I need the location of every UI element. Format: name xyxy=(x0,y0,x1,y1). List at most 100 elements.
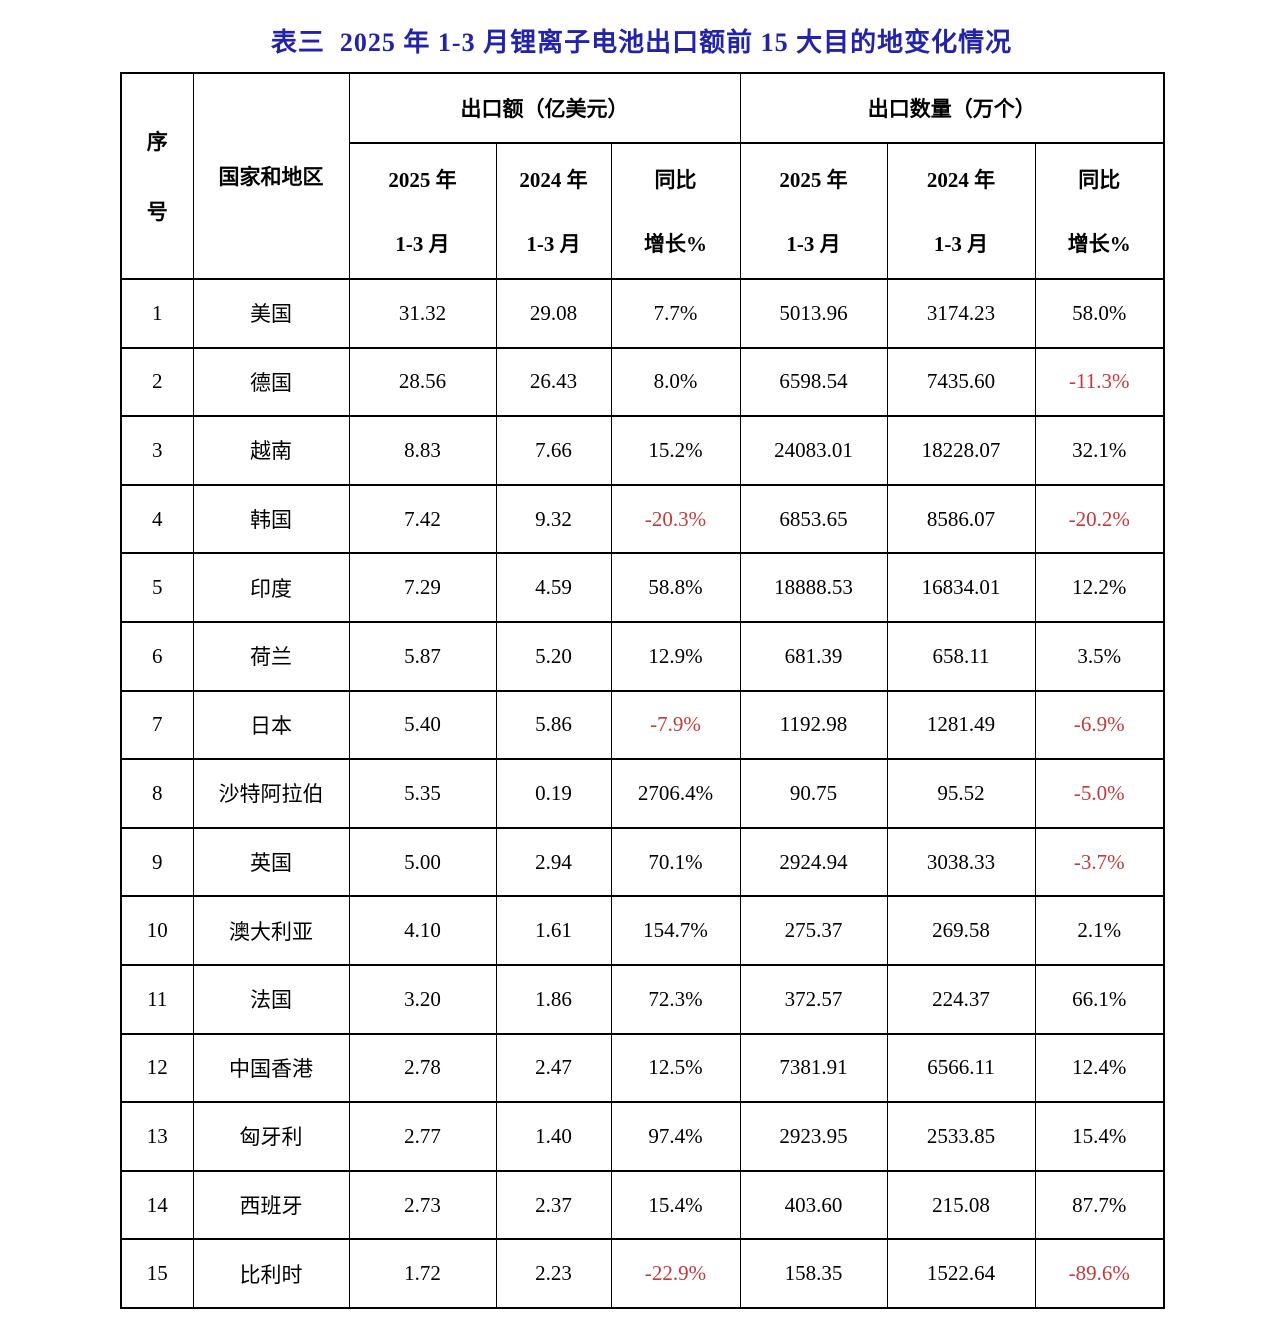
table-row: 6 荷兰 5.87 5.20 12.9% 681.39 658.11 3.5% xyxy=(120,620,1165,692)
export-value-yoy-cell: 154.7% xyxy=(610,895,741,966)
export-value-yoy-cell: 72.3% xyxy=(610,963,741,1035)
seq-cell: 11 xyxy=(120,963,194,1035)
seq-cell: 8 xyxy=(120,758,194,829)
export-value-2025-cell: 5.87 xyxy=(348,620,497,692)
seq-cell: 7 xyxy=(120,689,194,761)
export-value-2025-cell: 28.56 xyxy=(348,346,497,418)
table-row: 8 沙特阿拉伯 5.35 0.19 2706.4% 90.75 95.52 -5.0% xyxy=(120,758,1165,829)
export-qty-2025-cell: 275.37 xyxy=(739,895,888,966)
table-row: 9 英国 5.00 2.94 70.1% 2924.94 3038.33 -3.7% xyxy=(120,826,1165,898)
export-value-2025-cell: 1.72 xyxy=(348,1238,497,1309)
export-qty-yoy-cell: -6.9% xyxy=(1034,689,1165,761)
export-value-2025-cell: 7.29 xyxy=(348,552,497,623)
subheader-qty-2025: 2025 年 1-3 月 xyxy=(739,142,888,280)
export-qty-yoy-cell: 12.4% xyxy=(1034,1032,1165,1104)
export-qty-2025-cell: 2924.94 xyxy=(739,826,888,898)
seq-cell: 3 xyxy=(120,415,194,486)
subheader-line: 1-3 月 xyxy=(786,232,841,256)
export-qty-yoy-cell: 3.5% xyxy=(1034,620,1165,692)
export-qty-2024-cell: 3174.23 xyxy=(886,278,1036,349)
seq-cell: 5 xyxy=(120,552,194,623)
export-qty-2024-cell: 6566.11 xyxy=(886,1032,1036,1104)
export-qty-2025-cell: 7381.91 xyxy=(739,1032,888,1104)
country-cell: 沙特阿拉伯 xyxy=(192,758,350,829)
country-cell: 德国 xyxy=(192,346,350,418)
export-value-yoy-cell: 7.7% xyxy=(610,278,741,349)
table-row: 5 印度 7.29 4.59 58.8% 18888.53 16834.01 12.2% xyxy=(120,552,1165,623)
export-qty-2024-cell: 16834.01 xyxy=(886,552,1036,623)
header-country: 国家和地区 xyxy=(192,72,350,280)
export-value-yoy-cell: 2706.4% xyxy=(610,758,741,829)
country-cell: 日本 xyxy=(192,689,350,761)
export-value-2025-cell: 31.32 xyxy=(348,278,497,349)
seq-cell: 14 xyxy=(120,1169,194,1241)
subheader-line: 增长% xyxy=(1067,232,1131,256)
export-value-yoy-cell: 97.4% xyxy=(610,1101,741,1172)
seq-cell: 1 xyxy=(120,278,194,349)
export-value-yoy-cell: 15.4% xyxy=(610,1169,741,1241)
export-value-2025-cell: 5.35 xyxy=(348,758,497,829)
export-qty-yoy-cell: 12.2% xyxy=(1034,552,1165,623)
subheader-qty-yoy: 同比 增长% xyxy=(1034,142,1165,280)
export-value-2024-cell: 7.66 xyxy=(495,415,612,486)
export-value-yoy-cell: -7.9% xyxy=(610,689,741,761)
export-qty-yoy-cell: 32.1% xyxy=(1034,415,1165,486)
export-value-2024-cell: 2.47 xyxy=(495,1032,612,1104)
table-row: 12 中国香港 2.78 2.47 12.5% 7381.91 6566.11 12.4% xyxy=(120,1032,1165,1104)
table-title: 表三 2025 年 1-3 月锂离子电池出口额前 15 大目的地变化情况 xyxy=(270,28,1013,57)
table-row: 2 德国 28.56 26.43 8.0% 6598.54 7435.60 -11.3% xyxy=(120,346,1165,418)
export-qty-2024-cell: 95.52 xyxy=(886,758,1036,829)
export-qty-2024-cell: 269.58 xyxy=(886,895,1036,966)
subheader-line: 2024 年 xyxy=(519,168,588,192)
export-qty-yoy-cell: 2.1% xyxy=(1034,895,1165,966)
export-value-yoy-cell: 12.5% xyxy=(610,1032,741,1104)
export-value-yoy-cell: 8.0% xyxy=(610,346,741,418)
export-qty-yoy-cell: 87.7% xyxy=(1034,1169,1165,1241)
export-qty-2024-cell: 1522.64 xyxy=(886,1238,1036,1309)
export-value-yoy-cell: -20.3% xyxy=(610,483,741,555)
export-value-2025-cell: 5.00 xyxy=(348,826,497,898)
export-qty-2025-cell: 2923.95 xyxy=(739,1101,888,1172)
seq-cell: 15 xyxy=(120,1238,194,1309)
table-row: 14 西班牙 2.73 2.37 15.4% 403.60 215.08 87.7% xyxy=(120,1169,1165,1241)
export-qty-2025-cell: 6598.54 xyxy=(739,346,888,418)
country-cell: 印度 xyxy=(192,552,350,623)
table-row: 7 日本 5.40 5.86 -7.9% 1192.98 1281.49 -6.9% xyxy=(120,689,1165,761)
country-cell: 西班牙 xyxy=(192,1169,350,1241)
seq-cell: 2 xyxy=(120,346,194,418)
subheader-line: 1-3 月 xyxy=(933,232,989,256)
header-group-export-qty: 出口数量（万个） xyxy=(739,72,1165,144)
table-row: 1 美国 31.32 29.08 7.7% 5013.96 3174.23 58.0% xyxy=(120,278,1165,349)
export-qty-2025-cell: 18888.53 xyxy=(739,552,888,623)
export-qty-2025-cell: 681.39 xyxy=(739,620,888,692)
export-qty-2024-cell: 7435.60 xyxy=(886,346,1036,418)
subheader-line: 增长% xyxy=(644,232,707,256)
export-qty-2024-cell: 224.37 xyxy=(886,963,1036,1035)
header-seq-line2: 号 xyxy=(146,200,168,224)
export-value-2024-cell: 5.20 xyxy=(495,620,612,692)
export-qty-2025-cell: 6853.65 xyxy=(739,483,888,555)
export-value-2025-cell: 2.78 xyxy=(348,1032,497,1104)
export-qty-2025-cell: 90.75 xyxy=(739,758,888,829)
country-cell: 匈牙利 xyxy=(192,1101,350,1172)
export-value-2024-cell: 1.61 xyxy=(495,895,612,966)
export-value-2024-cell: 0.19 xyxy=(495,758,612,829)
subheader-line: 同比 xyxy=(1078,168,1121,192)
subheader-line: 2025 年 xyxy=(779,168,848,192)
seq-cell: 12 xyxy=(120,1032,194,1104)
export-value-2024-cell: 4.59 xyxy=(495,552,612,623)
export-qty-yoy-cell: -3.7% xyxy=(1034,826,1165,898)
export-qty-yoy-cell: 58.0% xyxy=(1034,278,1165,349)
export-qty-yoy-cell: -11.3% xyxy=(1034,346,1165,418)
country-cell: 法国 xyxy=(192,963,350,1035)
country-cell: 荷兰 xyxy=(192,620,350,692)
export-qty-2025-cell: 372.57 xyxy=(739,963,888,1035)
country-cell: 澳大利亚 xyxy=(192,895,350,966)
export-value-yoy-cell: 70.1% xyxy=(610,826,741,898)
export-value-2025-cell: 8.83 xyxy=(348,415,497,486)
country-cell: 比利时 xyxy=(192,1238,350,1309)
export-qty-2024-cell: 658.11 xyxy=(886,620,1036,692)
country-cell: 韩国 xyxy=(192,483,350,555)
export-value-2025-cell: 7.42 xyxy=(348,483,497,555)
table-row: 4 韩国 7.42 9.32 -20.3% 6853.65 8586.07 -20.2% xyxy=(120,483,1165,555)
